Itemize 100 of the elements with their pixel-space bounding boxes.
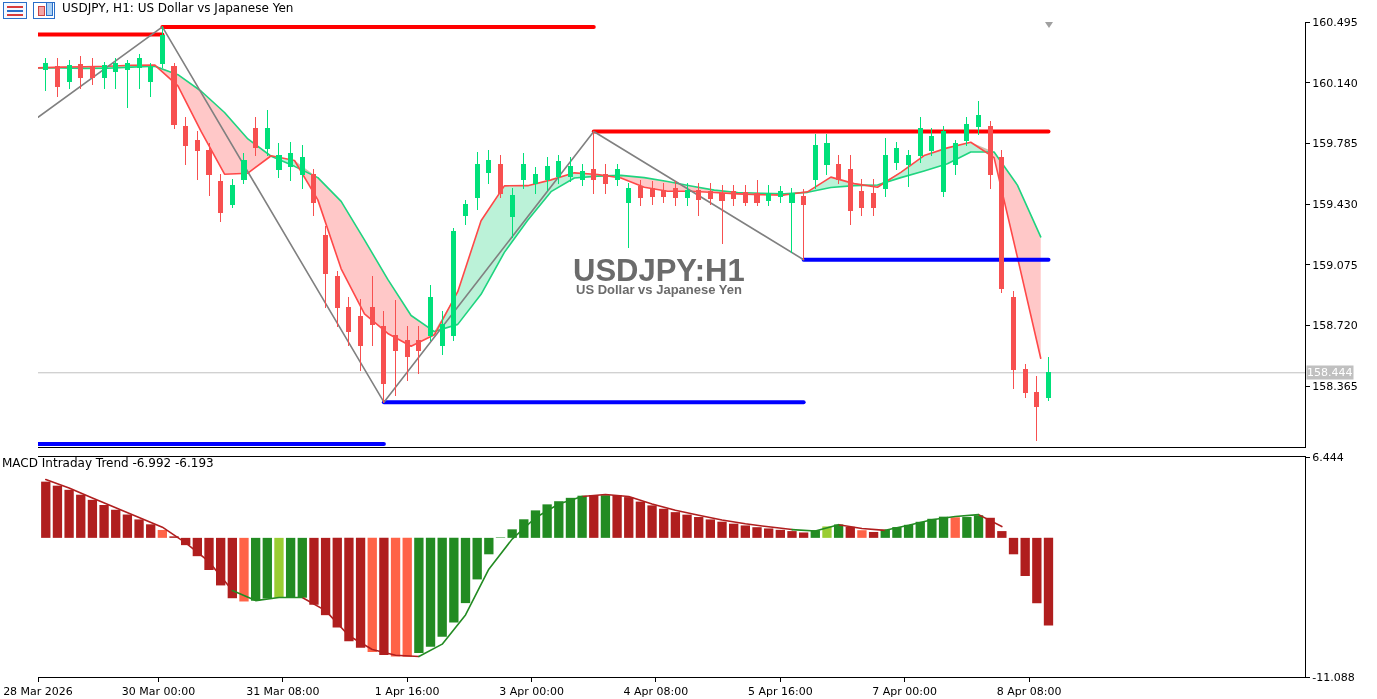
candlestick <box>684 183 690 207</box>
bar <box>76 494 86 538</box>
bar <box>507 529 517 538</box>
candlestick <box>544 157 550 191</box>
bar <box>111 509 121 538</box>
candlestick <box>113 57 119 90</box>
candlestick <box>929 128 935 156</box>
bar <box>460 537 471 604</box>
candlestick <box>987 121 993 189</box>
candlestick <box>626 183 632 248</box>
candlestick <box>439 311 445 356</box>
candlestick <box>183 116 189 166</box>
bar <box>484 537 494 555</box>
x-tick-label: 8 Apr 08:00 <box>996 685 1062 699</box>
candlestick <box>614 164 620 187</box>
candlestick <box>428 284 434 341</box>
candlestick <box>952 140 958 175</box>
candlestick <box>567 157 573 183</box>
y-tick-label: 160.140 <box>1312 76 1358 90</box>
candlestick <box>311 168 317 216</box>
y-tick-label: 158.365 <box>1312 380 1358 394</box>
candlestick <box>579 164 585 187</box>
candlestick <box>346 297 352 346</box>
candlestick <box>1010 290 1017 389</box>
candlestick <box>474 151 480 210</box>
bar <box>449 537 459 623</box>
candlestick <box>253 116 259 156</box>
candlestick <box>999 149 1005 294</box>
candlestick <box>801 188 807 261</box>
candlestick <box>661 183 667 204</box>
candlestick <box>124 59 130 109</box>
candlestick <box>731 185 737 207</box>
candlestick <box>719 185 725 244</box>
bar <box>99 504 109 538</box>
candlestick <box>836 154 842 185</box>
bar <box>402 537 412 657</box>
candlestick <box>871 178 877 216</box>
x-tick-label: 31 Mar 08:00 <box>246 685 320 699</box>
candlestick <box>882 138 888 197</box>
candlestick <box>462 200 469 225</box>
candlestick <box>159 26 165 69</box>
candlestick <box>766 185 772 207</box>
bar <box>1020 537 1030 577</box>
candlestick <box>323 225 329 308</box>
candlestick <box>917 116 923 164</box>
bar <box>134 519 144 538</box>
bar <box>52 485 63 538</box>
bar <box>122 514 133 538</box>
candlestick <box>672 181 678 207</box>
candlestick <box>218 173 224 223</box>
bar <box>274 537 284 598</box>
bar <box>204 537 214 570</box>
candlestick <box>847 154 853 225</box>
y-tick-label: 159.430 <box>1312 197 1358 211</box>
x-tick-label: 3 Apr 00:00 <box>499 685 564 699</box>
candlestick <box>1034 376 1040 441</box>
candlestick <box>824 133 830 175</box>
candlestick <box>43 57 49 92</box>
candlestick <box>288 142 294 182</box>
candlestick <box>206 143 212 196</box>
candlestick <box>777 186 783 204</box>
bar <box>390 537 401 657</box>
candlestick <box>696 183 702 216</box>
bar <box>64 489 74 538</box>
y-tick-label: 159.075 <box>1312 258 1358 272</box>
x-tick-label: 30 Mar 00:00 <box>121 685 196 699</box>
bar <box>798 532 809 538</box>
candlestick <box>497 154 504 199</box>
y-tick-label: 159.785 <box>1312 137 1358 151</box>
candlestick <box>812 133 818 189</box>
candlestick <box>532 167 539 194</box>
candlestick <box>509 187 515 239</box>
y-tick-label: -11.088 <box>1312 670 1355 684</box>
y-tick-label: 158.720 <box>1312 319 1358 333</box>
candlestick <box>602 164 608 194</box>
candlestick <box>66 59 72 90</box>
bar <box>216 537 226 586</box>
candlestick <box>334 270 340 327</box>
candlestick <box>136 53 142 90</box>
chart-title: USDJPY, H1: US Dollar vs Japanese Yen <box>62 1 294 16</box>
bar <box>146 524 156 538</box>
candlestick <box>451 227 457 341</box>
candlestick <box>521 152 527 189</box>
candlestick <box>556 154 562 185</box>
bar <box>950 517 960 538</box>
bar <box>1043 537 1054 626</box>
candlestick <box>649 181 655 206</box>
y-tick-label: 6.444 <box>1312 450 1344 464</box>
x-tick-label: 1 Apr 16:00 <box>374 685 440 699</box>
bar <box>857 530 867 538</box>
bar <box>367 537 377 653</box>
x-tick-label: 28 Mar 2026 <box>3 685 73 699</box>
bar <box>239 537 249 602</box>
bar <box>997 531 1007 538</box>
x-tick-label: 7 Apr 00:00 <box>872 685 938 699</box>
bar <box>157 529 168 538</box>
candlestick <box>1045 357 1052 401</box>
candlestick <box>241 152 247 185</box>
candlestick <box>707 183 713 206</box>
candlestick <box>754 180 760 207</box>
